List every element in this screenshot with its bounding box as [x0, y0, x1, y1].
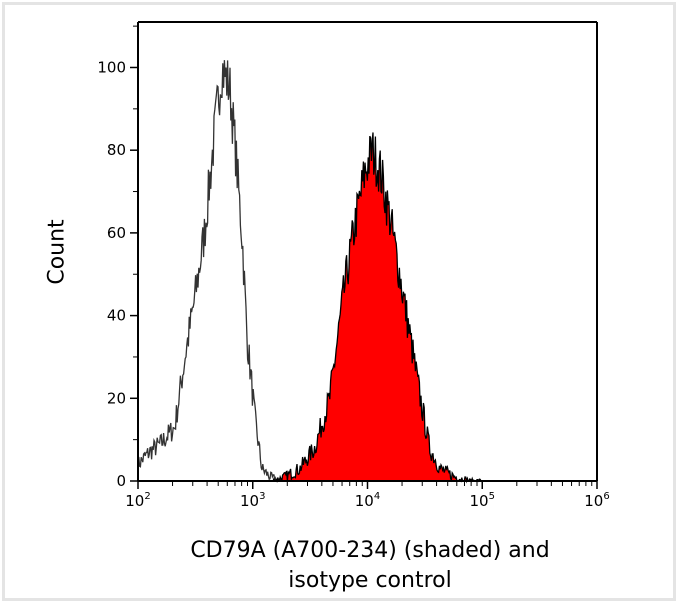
y-axis-title: Count: [44, 219, 70, 285]
x-axis-title-line-2: isotype control: [288, 568, 452, 593]
x-axis-title-line-1: CD79A (A700-234) (shaded) and: [190, 538, 550, 563]
x-tick-label: 105: [470, 491, 495, 510]
shaded-area-series: [272, 132, 482, 481]
x-tick-label: 102: [125, 491, 150, 510]
isotype-series-line: [137, 60, 288, 483]
x-tick-label: 103: [240, 491, 265, 510]
y-tick-label: 0: [116, 472, 126, 490]
y-tick-label: 80: [107, 141, 126, 159]
y-tick-label: 40: [107, 307, 126, 325]
shaded-series-outline: [272, 132, 482, 484]
y-tick-label: 100: [97, 58, 126, 76]
x-tick-label: 104: [355, 491, 380, 510]
x-axis-title: CD79A (A700-234) (shaded) and isotype co…: [120, 536, 620, 596]
x-tick-label: 106: [584, 491, 609, 510]
y-tick-label: 60: [107, 224, 126, 242]
y-tick-label: 20: [107, 389, 126, 407]
